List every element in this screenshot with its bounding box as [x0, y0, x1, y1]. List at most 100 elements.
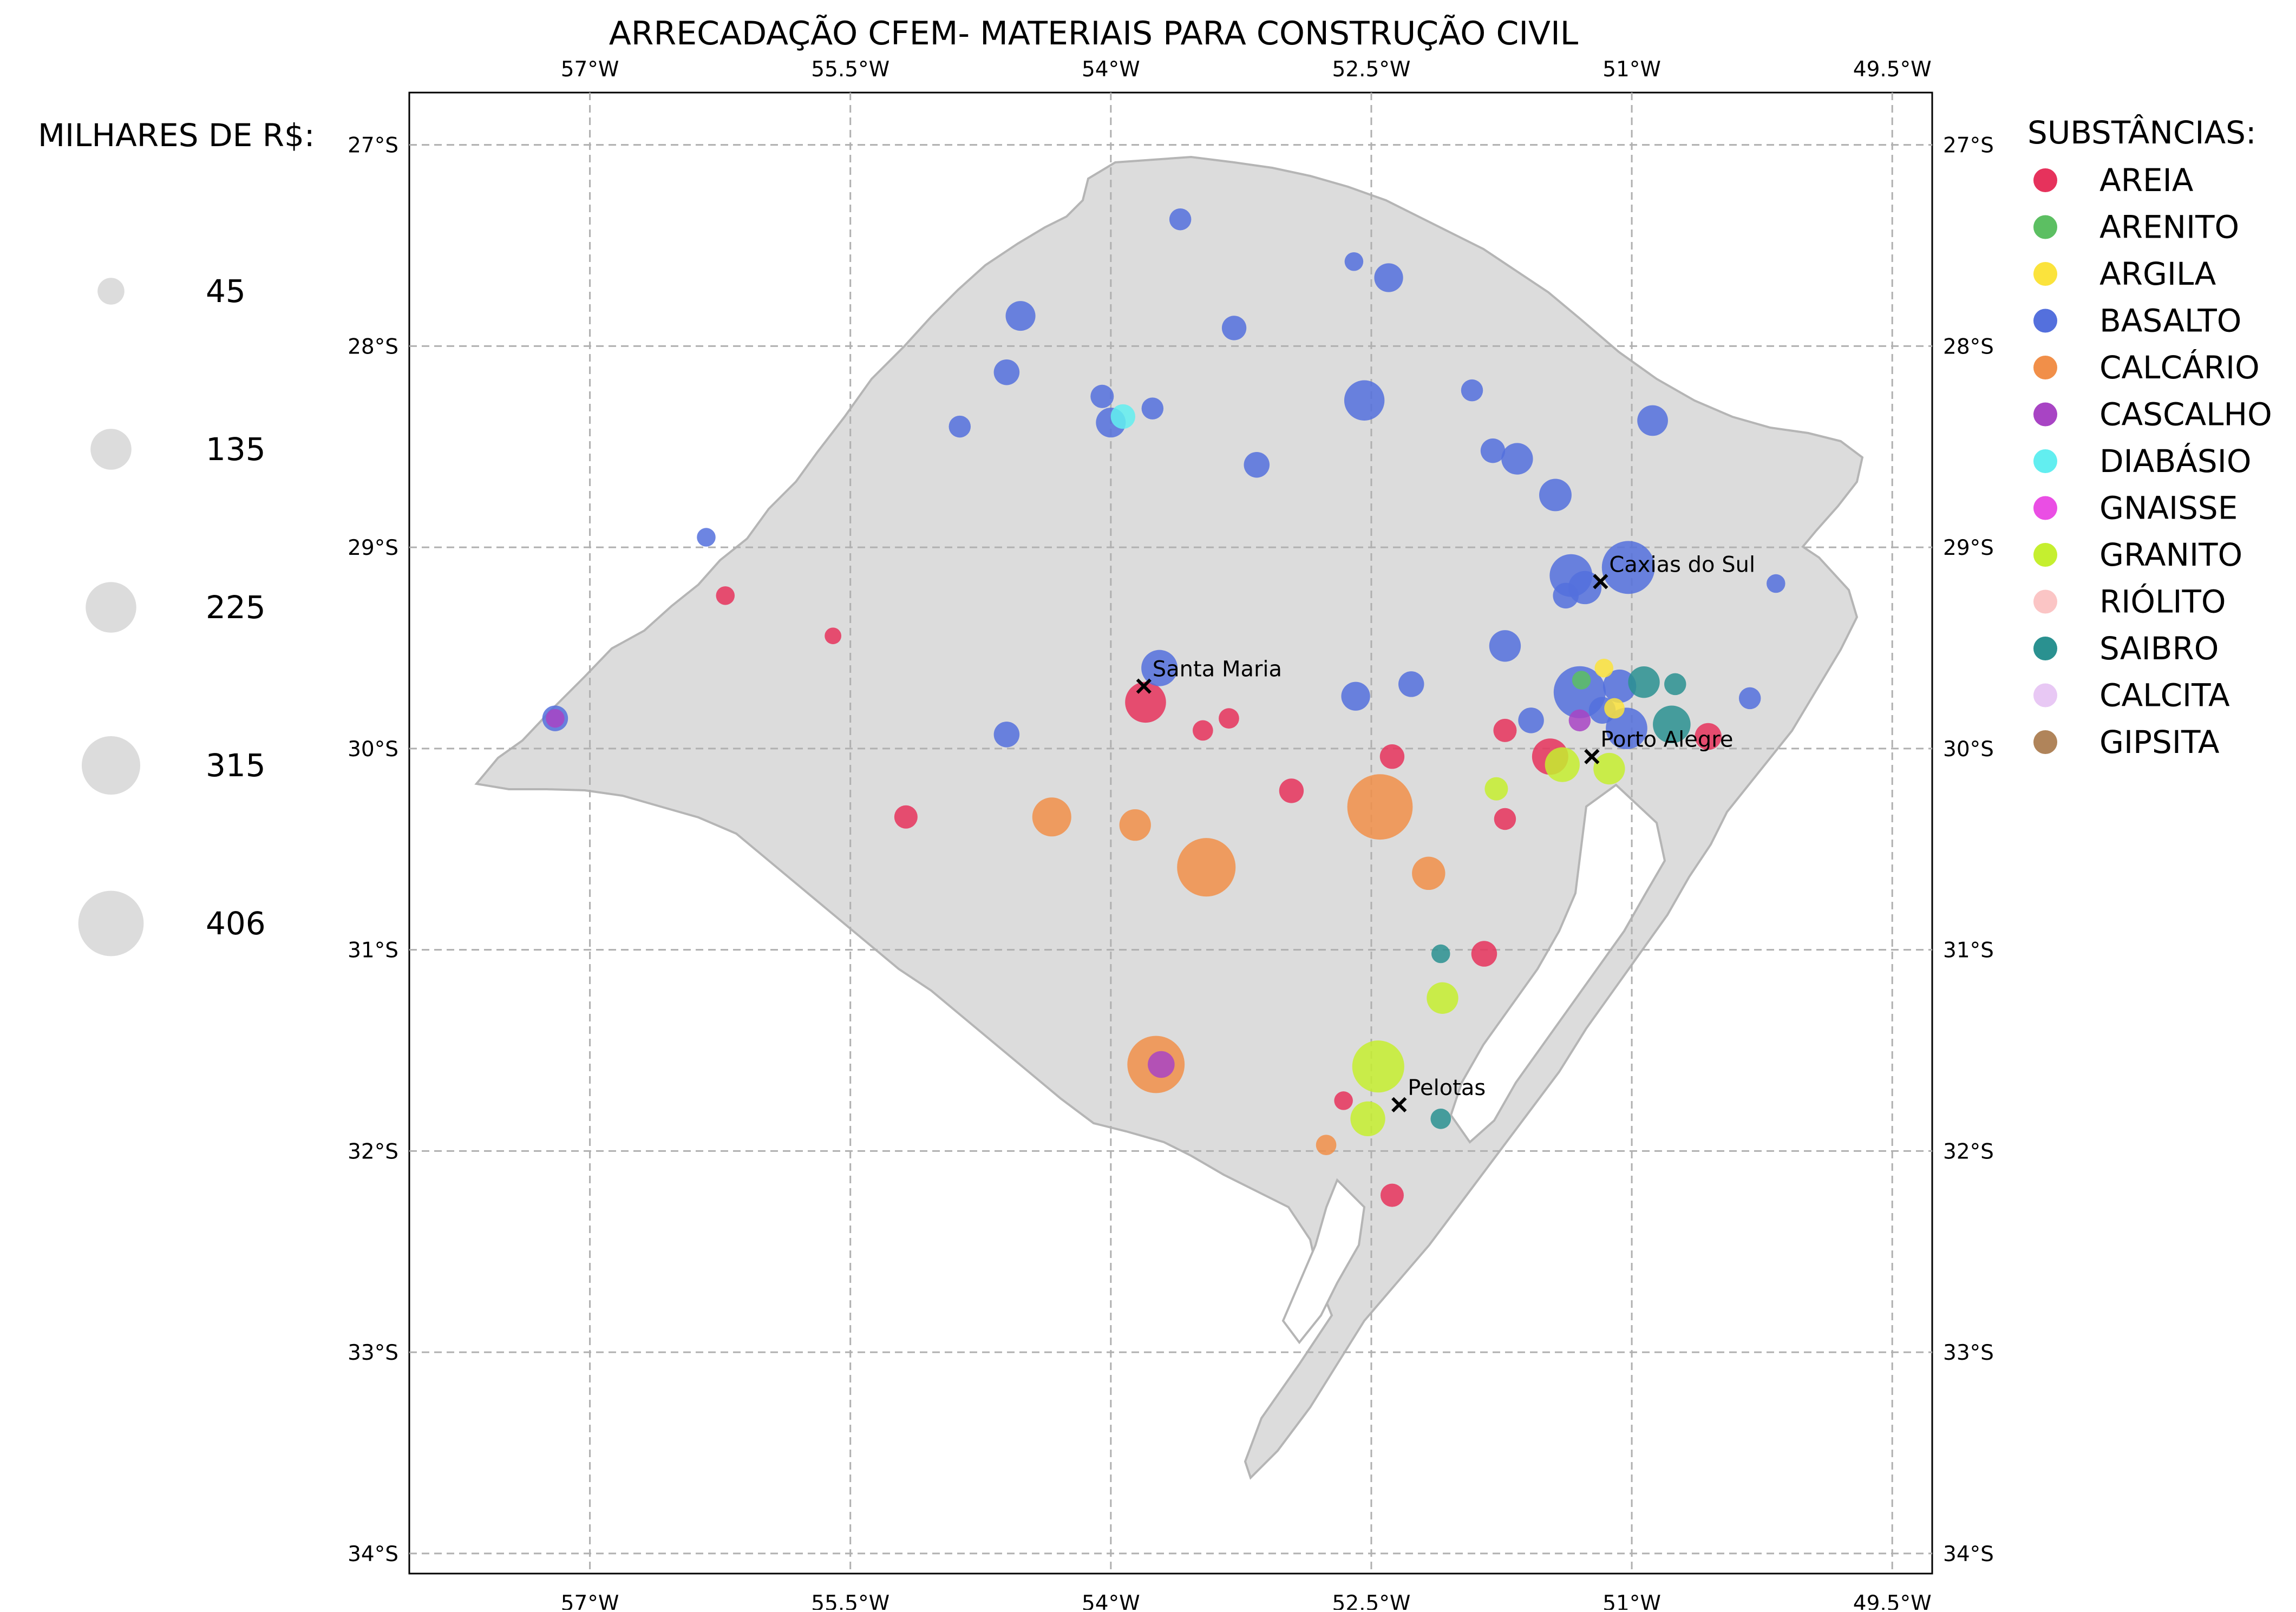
bubble-areia: [1219, 708, 1239, 729]
size-legend-label: 406: [206, 905, 266, 942]
x-tick-label-bottom: 54°W: [1082, 1591, 1140, 1610]
x-tick-label-top: 51°W: [1602, 57, 1661, 82]
y-tick-label-right: 32°S: [1943, 1139, 1994, 1164]
substance-legend-title: SUBSTÂNCIAS:: [2027, 114, 2256, 151]
chart-title: ARRECADAÇÃO CFEM- MATERIAIS PARA CONSTRU…: [609, 14, 1579, 53]
bubble-basalto: [1480, 438, 1506, 463]
substance-legend-marker: [2033, 496, 2057, 520]
x-tick-label-bottom: 57°W: [561, 1591, 619, 1610]
bubble-basalto: [1244, 451, 1270, 478]
bubble-areia: [1380, 1183, 1404, 1207]
bubble-arenito: [1572, 671, 1591, 690]
size-legend-circle: [90, 429, 132, 470]
size-legend-label: 315: [206, 747, 266, 784]
bubble-basalto: [697, 528, 716, 547]
lagoa-mirim: [1281, 1178, 1366, 1345]
city-marker: [1593, 574, 1608, 589]
bubble-basalto: [1553, 582, 1579, 609]
bubble-granito: [1593, 752, 1625, 785]
bubble-basalto: [1169, 208, 1192, 231]
substance-legend-marker: [2033, 637, 2057, 660]
bubble-calcário: [1347, 774, 1413, 840]
bubble-basalto: [1489, 630, 1521, 662]
bubble-cascalho: [1148, 1051, 1175, 1078]
city-marker: [1584, 749, 1600, 764]
x-tick-label-bottom: 55.5°W: [811, 1591, 889, 1610]
y-tick-label-left: 32°S: [348, 1139, 398, 1164]
bubble-saibro: [1653, 705, 1691, 744]
substance-legend-label: BASALTO: [2099, 303, 2241, 339]
bubble-areia: [1695, 723, 1722, 750]
bubble-areia: [1379, 744, 1405, 769]
bubble-basalto: [1539, 479, 1572, 512]
y-tick-label-right: 34°S: [1943, 1542, 1994, 1567]
bubble-basalto: [1344, 252, 1364, 271]
bubble-saibro: [1430, 1109, 1451, 1129]
bubble-basalto: [1005, 301, 1036, 331]
city-label: Pelotas: [1408, 1076, 1486, 1100]
bubble-basalto: [949, 415, 971, 438]
y-tick-label-right: 31°S: [1943, 939, 1994, 963]
size-legend-label: 45: [206, 273, 246, 310]
state-landmass: [474, 155, 1864, 1480]
y-tick-label-right: 29°S: [1943, 536, 1994, 560]
bubble-basalto: [1738, 687, 1761, 710]
substance-legend-marker: [2033, 543, 2057, 567]
substance-legend-label: ARENITO: [2099, 209, 2239, 246]
x-tick-label-bottom: 52.5°W: [1332, 1591, 1411, 1610]
bubble-calcário: [1316, 1135, 1337, 1156]
bubble-granito: [1545, 747, 1580, 782]
substance-legend-label: DIABÁSIO: [2099, 442, 2251, 480]
bubble-calcário: [1032, 797, 1071, 837]
bubble-areia: [1493, 718, 1517, 742]
bubble-calcário: [1177, 838, 1236, 897]
y-tick-label-left: 27°S: [348, 134, 398, 158]
bubble-argila: [1604, 698, 1625, 719]
bubble-basalto: [1398, 671, 1424, 697]
bubble-basalto: [1637, 405, 1668, 436]
bubble-diabásio: [1110, 404, 1135, 429]
x-tick-label-top: 49.5°W: [1853, 57, 1932, 82]
y-tick-label-left: 30°S: [348, 737, 398, 762]
bubble-basalto: [1344, 380, 1385, 421]
substance-legend-label: AREIA: [2099, 162, 2194, 199]
substance-legend-marker: [2033, 589, 2057, 614]
size-legend-label: 225: [206, 589, 266, 626]
bubble-saibro: [1628, 666, 1660, 698]
substance-legend-label: SAIBRO: [2099, 630, 2219, 667]
x-tick-label-bottom: 49.5°W: [1853, 1591, 1932, 1610]
x-tick-label-top: 52.5°W: [1332, 57, 1411, 82]
substance-legend-label: ARGILA: [2099, 255, 2216, 292]
size-legend-circle: [97, 278, 125, 305]
bubble-areia: [1471, 941, 1497, 967]
bubble-areia: [1334, 1091, 1353, 1110]
bubble-basalto: [1602, 669, 1637, 703]
substance-legend-label: CALCÁRIO: [2099, 349, 2260, 386]
y-tick-label-right: 28°S: [1943, 335, 1994, 359]
y-tick-label-left: 34°S: [348, 1542, 398, 1567]
city-marker: [1136, 678, 1152, 694]
bubble-basalto: [1601, 541, 1655, 594]
y-tick-label-right: 27°S: [1943, 134, 1994, 158]
bubble-argila: [1594, 658, 1614, 678]
bubble-basalto: [1141, 397, 1164, 420]
city-marker: [1391, 1097, 1407, 1112]
substance-legend-marker: [2033, 168, 2057, 192]
y-tick-label-left: 28°S: [348, 335, 398, 359]
size-legend-label: 135: [206, 431, 266, 468]
size-legend-circle: [78, 890, 144, 956]
x-tick-label-bottom: 51°W: [1602, 1591, 1661, 1610]
substance-legend-marker: [2033, 402, 2057, 427]
substance-legend-label: GRANITO: [2099, 536, 2242, 573]
city-label: Caxias do Sul: [1609, 552, 1755, 577]
y-tick-label-left: 33°S: [348, 1341, 398, 1365]
substance-legend-label: GNAISSE: [2099, 490, 2238, 527]
bubble-calcário: [1412, 856, 1445, 890]
bubble-calcário: [1119, 809, 1151, 841]
substance-legend-marker: [2033, 215, 2057, 239]
substance-legend-label: GIPSITA: [2099, 724, 2220, 761]
y-tick-label-right: 30°S: [1943, 737, 1994, 762]
substance-legend-marker: [2033, 309, 2057, 333]
